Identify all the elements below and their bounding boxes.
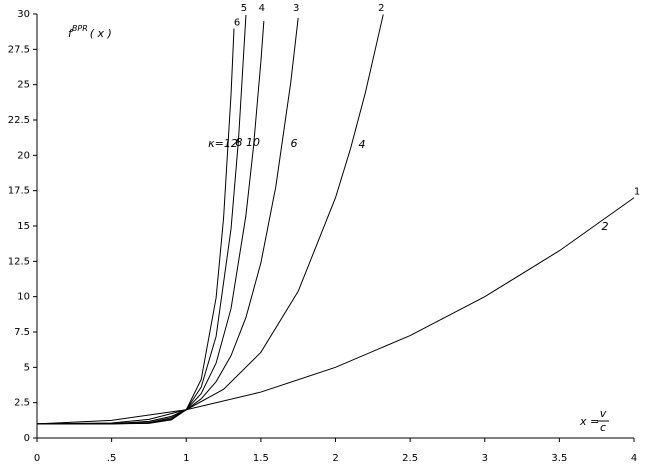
curve <box>36 197 635 425</box>
x-tick-label: 2.5 <box>402 453 418 464</box>
x-axis-label: x = <box>579 415 599 428</box>
y-tick-label: 0 <box>24 433 30 444</box>
curve-end-label: 4 <box>259 3 265 14</box>
x-label-num: v <box>600 407 607 420</box>
y-tick-label: 7.5 <box>14 327 30 338</box>
x-tick-label: 2 <box>332 453 338 464</box>
curve-label: 4 <box>359 138 366 151</box>
curve-end-label: 1 <box>634 187 640 198</box>
y-tick-label: 25 <box>17 80 30 91</box>
y-tick-label: 12.5 <box>8 256 30 267</box>
y-label-base: f <box>68 27 74 40</box>
y-tick-label: 30 <box>17 9 30 20</box>
curve <box>36 14 384 425</box>
y-tick-label: 17.5 <box>8 186 30 197</box>
curve-label: 2 <box>602 220 609 233</box>
x-tick-label: 3 <box>482 453 488 464</box>
curve-label: 10 <box>246 136 260 149</box>
y-tick-label: 22.5 <box>8 115 30 126</box>
curve-label: 8 <box>236 136 243 149</box>
x-tick-label: 0 <box>34 453 40 464</box>
x-tick-label: 1.5 <box>253 453 269 464</box>
curve <box>36 17 299 425</box>
curve-end-label: 5 <box>241 3 247 14</box>
y-tick-label: 5 <box>24 362 30 373</box>
curve <box>36 14 247 425</box>
curve-end-label: 6 <box>234 18 240 29</box>
curve-end-label: 2 <box>378 3 384 14</box>
x-tick-label: 3.5 <box>551 453 567 464</box>
y-tick-label: 27.5 <box>8 44 30 55</box>
curve-label: 6 <box>291 137 298 150</box>
x-label-den: c <box>600 421 606 434</box>
y-tick-label: 20 <box>17 150 30 161</box>
y-axis-label: fBPR( x ) <box>68 24 112 41</box>
x-tick-label: 1 <box>183 453 189 464</box>
y-tick-label: 15 <box>17 221 30 232</box>
y-label-arg: ( x ) <box>90 27 112 40</box>
curve <box>36 28 235 425</box>
x-tick-label: 4 <box>631 453 637 464</box>
curve <box>36 21 265 425</box>
y-tick-label: 10 <box>17 292 30 303</box>
x-tick-label: .5 <box>107 453 117 464</box>
curve-end-label: 3 <box>293 3 299 14</box>
y-label-sup: BPR <box>72 24 88 33</box>
y-tick-label: 2.5 <box>14 398 30 409</box>
curve-label: κ=12 <box>208 137 238 150</box>
